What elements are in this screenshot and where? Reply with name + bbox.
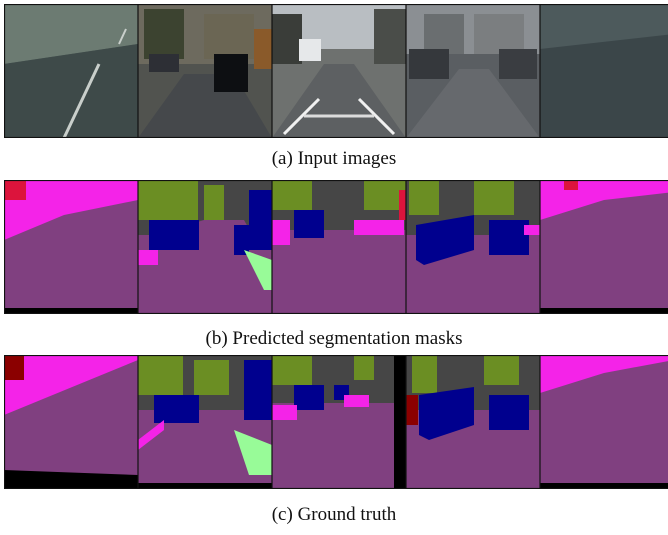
ground-truth-row [4,355,668,489]
predicted-mask-4 [406,180,540,314]
predicted-masks-row [4,180,668,314]
occlusion-patch [214,54,248,92]
predicted-mask-2 [138,180,272,314]
ground-truth-mask-5 [540,355,668,489]
ground-truth-strip [4,355,668,489]
predicted-mask-5 [540,180,668,314]
predicted-mask-1 [4,180,138,314]
input-images-row [4,4,668,138]
predicted-masks-strip [4,180,668,314]
ground-truth-mask-1 [4,355,138,489]
predicted-mask-3 [272,180,406,314]
input-images-strip [4,4,668,138]
input-image-3 [272,4,406,138]
input-image-4 [406,4,540,138]
input-image-1 [4,4,138,138]
input-image-5 [540,4,668,138]
ground-truth-mask-3 [272,355,406,489]
caption-ground-truth: (c) Ground truth [271,504,397,525]
caption-predicted-masks: (b) Predicted segmentation masks [205,328,463,349]
ground-truth-mask-4 [406,355,540,489]
input-image-2 [138,4,272,138]
caption-input-images: (a) Input images [271,148,397,169]
ground-truth-mask-2 [138,355,272,489]
